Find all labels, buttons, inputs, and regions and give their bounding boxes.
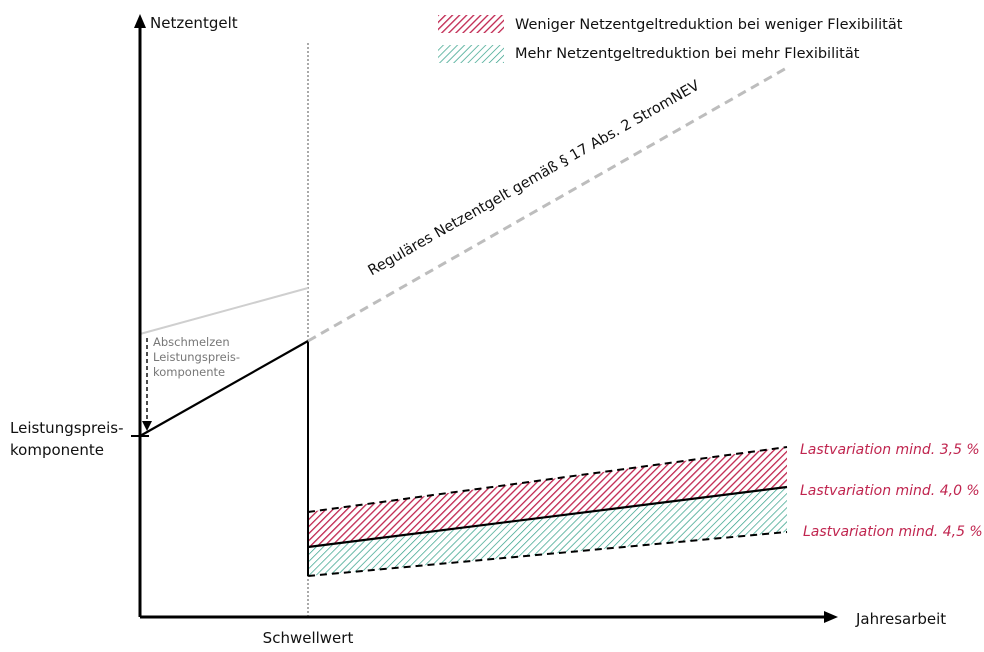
original-fee-line [139,287,309,335]
band-less-flexibility [308,447,787,547]
legend-label-less-reduction: Weniger Netzentgeltreduktion bei weniger… [515,17,903,33]
line-variation-3-5 [307,446,788,513]
x-axis-label: Jahresarbeit [855,610,946,628]
melting-note-line2: Leistungspreis- [153,350,240,364]
variation-label-4-0: Lastvariation mind. 4,0 % [800,483,980,499]
variation-label-4-5: Lastvariation mind. 4,5 % [803,524,983,540]
melting-note-line1: Abschmelzen [153,335,230,349]
line-variation-4-5 [307,531,788,577]
x-axis-arrowhead [824,611,838,623]
regular-fee-label: Reguläres Netzentgelt gemäß § 17 Abs. 2 … [366,78,703,280]
melting-note-line3: komponente [153,365,225,379]
band-more-flexibility [308,487,787,576]
variation-label-3-5: Lastvariation mind. 3,5 % [800,442,980,458]
legend: Weniger Netzentgeltreduktion bei weniger… [438,15,903,63]
capacity-label-line2: komponente [10,441,104,459]
y-axis-arrowhead [134,14,146,28]
legend-swatch-less-reduction [438,15,504,33]
legend-label-more-reduction: Mehr Netzentgeltreduktion bei mehr Flexi… [515,46,860,62]
legend-swatch-more-reduction [438,45,504,63]
line-variation-4-0 [307,485,788,549]
regular-fee-line [307,64,791,343]
capacity-label-line1: Leistungspreis- [10,419,124,437]
threshold-label: Schwellwert [263,629,354,647]
reduced-fee-line [139,340,309,437]
y-axis-label: Netzentgelt [150,14,238,32]
melting-arrow-head [142,421,152,431]
